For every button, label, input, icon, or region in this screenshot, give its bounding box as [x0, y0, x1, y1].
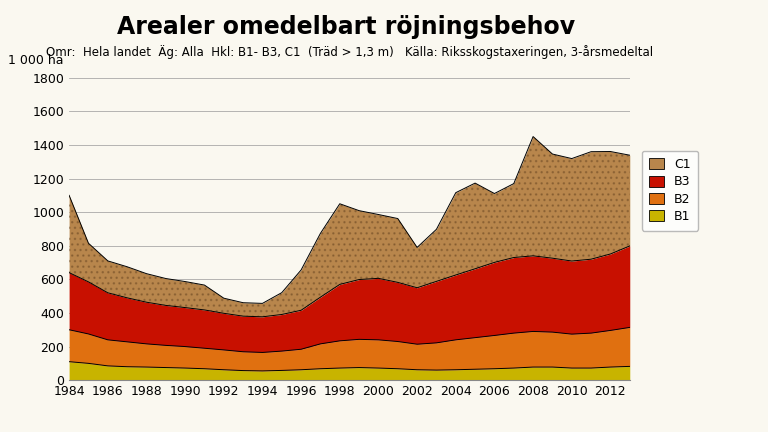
Legend: C1, B3, B2, B1: C1, B3, B2, B1	[641, 150, 698, 231]
Text: 1 000 ha: 1 000 ha	[8, 54, 64, 67]
Text: Arealer omedelbart röjningsbehov: Arealer omedelbart röjningsbehov	[117, 15, 574, 39]
Text: Omr:  Hela landet  Äg: Alla  Hkl: B1- B3, C1  (Träd > 1,3 m)   Källa: Riksskogst: Omr: Hela landet Äg: Alla Hkl: B1- B3, C…	[46, 45, 653, 59]
